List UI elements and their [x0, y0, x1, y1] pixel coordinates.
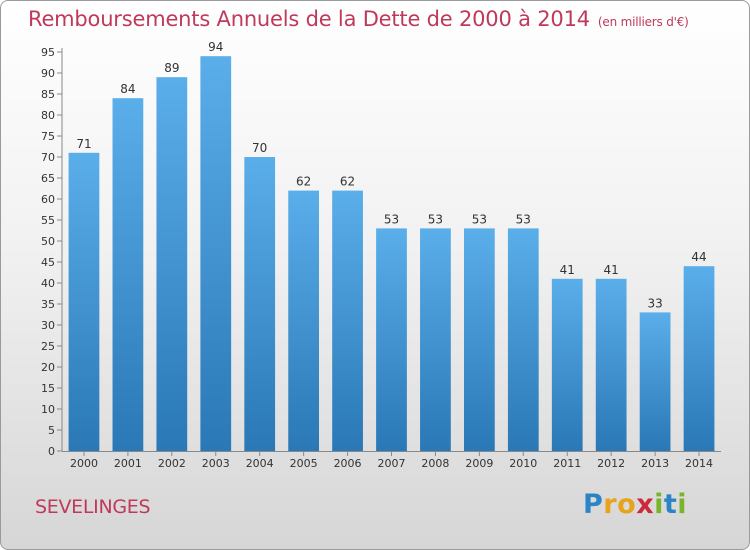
logo-letter: t: [663, 489, 678, 520]
bar-value-label: 70: [252, 141, 267, 155]
x-tick-label: 2006: [334, 457, 362, 470]
bar-2000: [68, 152, 100, 452]
y-tick-label: 35: [41, 298, 55, 311]
y-tick-label: 10: [41, 403, 55, 416]
logo-letter: x: [636, 489, 655, 520]
y-tick-label: 0: [48, 445, 55, 458]
x-tick-label: 2011: [553, 457, 581, 470]
bar-value-label: 62: [296, 175, 311, 189]
y-tick-label: 90: [41, 67, 55, 80]
bar-2003: [200, 56, 232, 451]
place-name: SEVELINGES: [35, 496, 151, 518]
bar-value-label: 41: [604, 263, 619, 277]
bar-value-label: 71: [76, 137, 91, 151]
bar-2002: [156, 77, 188, 451]
y-axis: 0 5 10 15 20 25 30 35 40 45 50 55 60 65 70 75 80 85 90 95: [41, 46, 63, 458]
bar-value-label: 53: [428, 212, 443, 226]
chart-subtitle: (en milliers d'€): [597, 15, 689, 29]
bar-value-label: 41: [560, 263, 575, 277]
x-tick-label: 2004: [246, 457, 274, 470]
x-tick-label: 2012: [597, 457, 625, 470]
bars: [68, 56, 715, 452]
y-tick-label: 25: [41, 340, 55, 353]
bar-2004: [244, 157, 276, 451]
logo-letter: P: [583, 489, 604, 520]
bar-2008: [420, 228, 451, 451]
y-tick-label: 40: [41, 277, 55, 290]
logo-letter: i: [654, 489, 664, 520]
bar-value-label: 84: [120, 82, 135, 96]
logo-letter: r: [603, 489, 618, 520]
logo-letter: o: [617, 489, 637, 520]
bar-value-label: 53: [384, 212, 399, 226]
bar-value-label: 53: [516, 212, 531, 226]
bar-value-labels: 71 84 89 94 70 62 62 53 53 53 53 41 41 33 44: [76, 40, 706, 310]
y-tick-label: 20: [41, 361, 55, 374]
bar-2011: [551, 278, 583, 451]
bar-value-label: 89: [164, 61, 179, 75]
bar-2007: [376, 228, 407, 451]
bar-2013: [639, 312, 671, 451]
x-tick-label: 2000: [70, 457, 98, 470]
bar-2006: [332, 190, 363, 451]
x-tick-label: 2008: [421, 457, 449, 470]
bar-value-label: 44: [691, 250, 706, 264]
bar-value-label: 62: [340, 175, 355, 189]
chart-title: Remboursements Annuels de la Dette de 20…: [28, 7, 689, 31]
bar-2014: [683, 266, 715, 451]
y-tick-label: 85: [41, 88, 55, 101]
y-tick-label: 55: [41, 214, 55, 227]
y-tick-label: 50: [41, 235, 55, 248]
y-tick-label: 60: [41, 193, 55, 206]
proxiti-logo: Proxiti: [583, 489, 687, 520]
y-tick-label: 30: [41, 319, 55, 332]
bar-2001: [112, 98, 144, 451]
y-tick-label: 65: [41, 172, 55, 185]
y-tick-label: 45: [41, 256, 55, 269]
y-tick-label: 15: [41, 382, 55, 395]
bar-2009: [463, 228, 495, 451]
x-tick-label: 2010: [509, 457, 537, 470]
x-tick-label: 2003: [202, 457, 230, 470]
logo-letter: i: [677, 489, 688, 520]
bar-value-label: 94: [208, 40, 223, 54]
x-tick-label: 2005: [290, 457, 318, 470]
x-tick-label: 2002: [158, 457, 186, 470]
x-tick-label: 2014: [685, 457, 713, 470]
y-tick-label: 75: [41, 130, 55, 143]
x-tick-label: 2013: [641, 457, 669, 470]
bar-2012: [595, 278, 627, 451]
x-axis: 2000 2001 2002 2003 2004 2005 2006 2007 2008 2009…: [62, 451, 721, 470]
bar-value-label: 53: [472, 212, 487, 226]
bar-2005: [288, 190, 320, 451]
x-tick-label: 2001: [114, 457, 142, 470]
x-tick-label: 2009: [465, 457, 493, 470]
y-tick-label: 95: [41, 46, 55, 59]
bar-2010: [507, 228, 539, 451]
y-tick-label: 80: [41, 109, 55, 122]
y-tick-label: 70: [41, 151, 55, 164]
y-tick-label: 5: [48, 424, 55, 437]
bar-value-label: 33: [647, 296, 662, 310]
x-tick-label: 2007: [378, 457, 406, 470]
